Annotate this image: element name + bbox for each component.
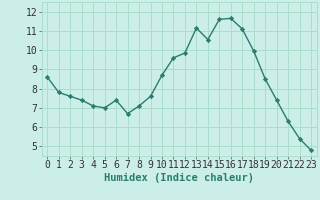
- X-axis label: Humidex (Indice chaleur): Humidex (Indice chaleur): [104, 173, 254, 183]
